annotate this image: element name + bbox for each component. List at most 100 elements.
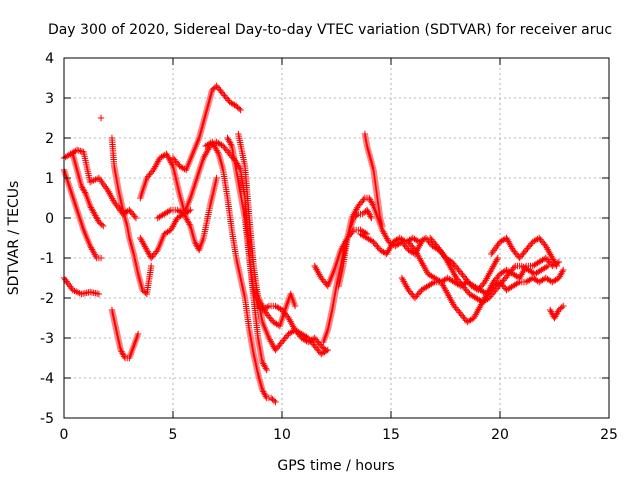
series-trace-e (97, 114, 105, 122)
y-tick-label: 1 (45, 171, 54, 187)
data-point (267, 394, 275, 402)
y-tick-label: 0 (45, 211, 54, 227)
data-point (270, 397, 278, 404)
data-point (558, 304, 565, 311)
data-point (263, 366, 270, 374)
data-point (368, 214, 375, 222)
data-point (319, 344, 326, 351)
data-point (148, 262, 155, 270)
y-tick-label: -3 (40, 331, 54, 347)
data-point (410, 245, 417, 252)
data-point (272, 398, 279, 406)
data-point (209, 86, 216, 94)
data-point (100, 222, 107, 230)
series-trace-i (137, 150, 220, 254)
x-tick-label: 10 (273, 427, 291, 443)
x-tick-label: 5 (169, 427, 178, 443)
data-point (510, 264, 518, 271)
series-trace-l (202, 138, 279, 406)
series-trace-y (546, 302, 567, 322)
data-point (132, 214, 140, 222)
y-tick-label: -5 (40, 411, 54, 427)
data-point (560, 266, 567, 274)
axis-ticks-layer: 0 5 10 15 20 25 -5 -4 -3 -2 -1 0 1 2 3 4 (40, 51, 618, 443)
data-point (553, 262, 560, 270)
data-point (235, 105, 243, 112)
data-point (552, 261, 560, 268)
data-point (81, 189, 89, 196)
data-point (494, 254, 502, 262)
y-axis-label: SDTVAR / TECUs (6, 181, 22, 296)
data-point (237, 106, 244, 114)
data-point (131, 213, 138, 220)
x-tick-label: 20 (491, 427, 509, 443)
data-point (316, 341, 324, 348)
data-point (134, 330, 142, 338)
x-tick-label: 0 (60, 427, 69, 443)
series-trace-a (60, 274, 103, 298)
data-point (227, 141, 235, 148)
data-point (98, 221, 105, 228)
data-point (97, 220, 104, 227)
data-point (324, 346, 331, 354)
plot-frame (63, 57, 610, 419)
data-point (360, 196, 367, 203)
data-point (269, 396, 276, 403)
data-point (367, 213, 374, 220)
data-point (148, 168, 156, 175)
data-points-layer (60, 82, 567, 406)
series-trace-f (108, 134, 155, 298)
y-tick-label: -1 (40, 251, 54, 267)
data-point (379, 222, 386, 230)
data-point (318, 342, 325, 350)
y-tick-label: 2 (45, 131, 54, 147)
data-point (555, 306, 563, 314)
data-point (544, 262, 552, 270)
data-point (359, 210, 366, 218)
data-point (291, 302, 299, 310)
data-point (480, 280, 487, 287)
series-trace-d (69, 150, 107, 230)
series-trace-r (335, 194, 425, 290)
data-point (97, 114, 105, 122)
data-point (234, 104, 241, 111)
data-point (369, 201, 376, 208)
series-trace-g (108, 306, 142, 362)
y-tick-label: 4 (45, 51, 54, 67)
data-point (97, 254, 105, 262)
series-trace-x (488, 234, 560, 270)
data-point (120, 353, 128, 360)
data-point (140, 288, 148, 295)
y-tick-label: -4 (40, 371, 54, 387)
series-trace-s (361, 130, 386, 230)
data-point (95, 290, 103, 298)
data-point (95, 218, 103, 226)
data-point (557, 305, 564, 312)
x-tick-label: 25 (600, 427, 618, 443)
series-trace-p (311, 226, 371, 290)
x-tick-label: 15 (382, 427, 400, 443)
data-point (186, 221, 193, 228)
series-trace-b (60, 146, 140, 222)
data-point (560, 302, 567, 310)
data-point (210, 85, 217, 92)
data-point (438, 249, 446, 256)
chart-title: Day 300 of 2020, Sidereal Day-to-day VTE… (48, 22, 612, 38)
data-point (233, 102, 240, 110)
y-tick-label: 3 (45, 91, 54, 107)
data-point (262, 365, 270, 372)
series-trace-k (169, 82, 244, 174)
data-point (213, 174, 220, 182)
series-trace-w (427, 234, 552, 306)
x-axis-label: GPS time / hours (277, 458, 394, 474)
data-point (153, 248, 160, 255)
data-point (360, 209, 368, 216)
data-point (541, 241, 548, 248)
data-point (559, 268, 566, 275)
y-tick-label: -2 (40, 291, 54, 307)
series-trace-o (252, 286, 299, 330)
data-point (262, 393, 270, 400)
